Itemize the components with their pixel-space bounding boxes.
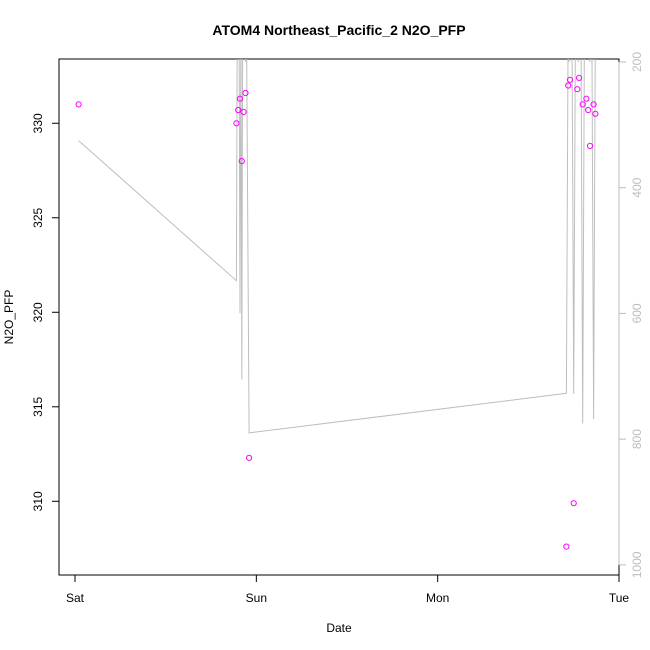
- data-point: [246, 454, 253, 461]
- data-point: [579, 101, 586, 108]
- y-right-tick-label: 1000: [630, 551, 644, 578]
- y-tick-label: 315: [31, 396, 45, 416]
- y-axis-right: 200 400 600 800 1000: [618, 52, 644, 578]
- data-point: [242, 89, 249, 97]
- y-right-tick-label: 600: [630, 303, 644, 323]
- data-point: [565, 82, 572, 89]
- y-tick-label: 310: [31, 491, 45, 511]
- chart-title: ATOM4 Northeast_Pacific_2 N2O_PFP: [212, 22, 465, 38]
- y-right-tick-label: 200: [630, 52, 644, 72]
- y-tick-label: 325: [31, 207, 45, 227]
- data-point: [240, 108, 247, 116]
- data-point: [583, 95, 590, 102]
- y-tick-label: 330: [31, 113, 45, 133]
- y-axis-label: N2O_PFP: [2, 290, 16, 345]
- y-right-tick-label: 800: [630, 429, 644, 449]
- data-point: [590, 101, 597, 108]
- data-point: [566, 76, 574, 83]
- x-tick-label: Sat: [66, 591, 85, 605]
- data-point: [585, 106, 592, 114]
- series-lines: [78, 59, 596, 434]
- data-point: [238, 158, 245, 165]
- data-point: [235, 106, 242, 114]
- x-axis-label: Date: [326, 621, 352, 635]
- x-axis: Sat Sun Mon Tue: [66, 574, 630, 605]
- x-tick-label: Mon: [426, 591, 449, 605]
- y-axis: 310 315 320 325 330: [31, 113, 60, 511]
- plot-frame: [58, 58, 620, 576]
- data-point: [233, 120, 240, 127]
- x-tick-label: Tue: [609, 591, 630, 605]
- data-point: [574, 86, 581, 93]
- data-point: [570, 500, 577, 507]
- series-points: [75, 74, 599, 550]
- data-point: [563, 543, 570, 550]
- y-right-tick-label: 400: [630, 177, 644, 197]
- y-tick-label: 320: [31, 302, 45, 322]
- data-point: [586, 142, 594, 149]
- x-tick-label: Sun: [246, 591, 267, 605]
- data-point: [576, 74, 583, 82]
- data-point: [592, 110, 599, 117]
- data-point: [236, 95, 244, 102]
- series-line: [78, 59, 596, 434]
- data-point: [75, 101, 82, 108]
